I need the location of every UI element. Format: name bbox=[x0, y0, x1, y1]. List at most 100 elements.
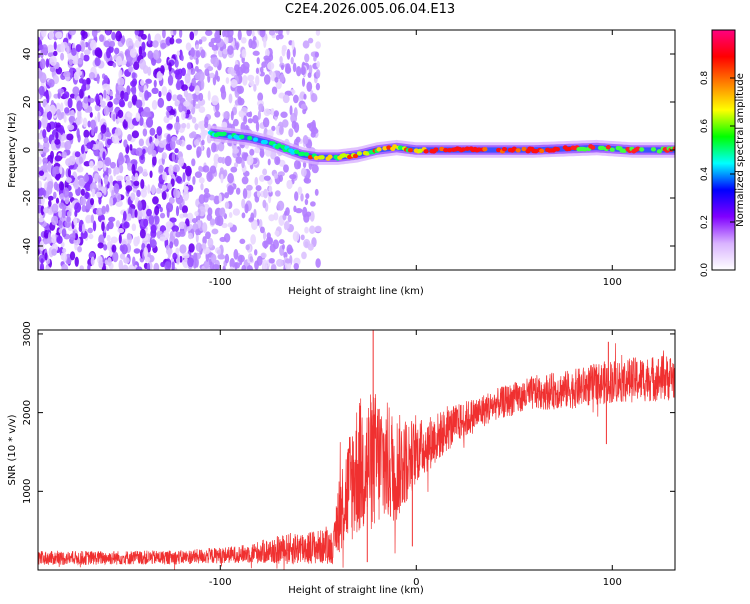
signal-core bbox=[398, 145, 404, 150]
signal-core bbox=[313, 155, 319, 161]
noise-speckle bbox=[81, 223, 86, 234]
noise-speckle bbox=[258, 174, 266, 182]
noise-speckle bbox=[60, 102, 64, 112]
noise-speckle bbox=[186, 144, 192, 151]
noise-speckle bbox=[268, 257, 275, 264]
noise-speckle bbox=[47, 195, 54, 201]
noise-speckle bbox=[114, 47, 120, 55]
noise-speckle bbox=[181, 110, 186, 121]
noise-speckle bbox=[149, 127, 156, 136]
noise-speckle bbox=[94, 173, 100, 182]
noise-speckle bbox=[43, 48, 48, 56]
noise-speckle bbox=[179, 255, 183, 263]
noise-speckle bbox=[138, 138, 144, 147]
noise-speckle bbox=[111, 244, 117, 253]
noise-speckle bbox=[38, 217, 45, 223]
noise-speckle bbox=[289, 105, 293, 116]
noise-speckle bbox=[250, 234, 256, 245]
noise-speckle bbox=[64, 107, 70, 114]
noise-speckle bbox=[56, 235, 63, 244]
noise-speckle bbox=[276, 258, 284, 267]
noise-speckle bbox=[53, 41, 57, 51]
noise-speckle bbox=[171, 152, 176, 162]
noise-speckle bbox=[63, 71, 71, 78]
noise-speckle bbox=[224, 192, 230, 199]
noise-speckle bbox=[270, 71, 276, 82]
signal-core bbox=[294, 149, 300, 155]
noise-speckle bbox=[97, 242, 104, 249]
noise-speckle bbox=[147, 66, 152, 76]
noise-speckle bbox=[253, 208, 257, 219]
noise-speckle bbox=[159, 212, 166, 219]
noise-speckle bbox=[155, 187, 162, 194]
noise-speckle bbox=[186, 226, 191, 232]
noise-speckle bbox=[122, 119, 128, 129]
noise-speckle bbox=[203, 192, 211, 199]
noise-speckle bbox=[210, 57, 216, 65]
noise-speckle bbox=[190, 48, 195, 58]
noise-speckle bbox=[107, 101, 113, 108]
noise-speckle bbox=[286, 48, 291, 60]
noise-speckle bbox=[203, 260, 210, 269]
noise-speckle bbox=[273, 173, 279, 179]
noise-speckle bbox=[254, 146, 261, 154]
noise-speckle bbox=[223, 35, 229, 45]
noise-speckle bbox=[259, 30, 266, 38]
noise-speckle bbox=[249, 148, 255, 156]
noise-speckle bbox=[263, 188, 268, 199]
noise-speckle bbox=[255, 75, 260, 86]
signal-core bbox=[392, 144, 398, 149]
noise-speckle bbox=[174, 72, 183, 80]
noise-speckle bbox=[160, 42, 167, 49]
noise-speckle bbox=[189, 67, 196, 75]
noise-speckle bbox=[63, 114, 67, 123]
signal-core bbox=[621, 148, 627, 154]
spectrogram-x-tick-label: -100 bbox=[209, 277, 232, 288]
noise-speckle bbox=[135, 99, 143, 109]
noise-speckle bbox=[229, 266, 235, 270]
noise-speckle bbox=[229, 257, 235, 269]
noise-speckle bbox=[235, 42, 239, 51]
noise-speckle bbox=[295, 208, 303, 214]
noise-speckle bbox=[266, 236, 273, 245]
noise-speckle bbox=[257, 92, 264, 102]
noise-speckle bbox=[98, 259, 104, 269]
noise-speckle bbox=[172, 252, 178, 260]
noise-speckle bbox=[149, 170, 153, 178]
noise-speckle bbox=[269, 243, 276, 253]
noise-speckle bbox=[147, 184, 151, 194]
noise-speckle bbox=[124, 49, 131, 58]
noise-speckle bbox=[156, 71, 163, 81]
noise-speckle bbox=[198, 177, 205, 184]
signal-core bbox=[417, 148, 423, 154]
noise-speckle bbox=[308, 121, 317, 132]
noise-speckle bbox=[38, 180, 42, 189]
noise-speckle bbox=[211, 95, 219, 106]
noise-speckle bbox=[224, 30, 230, 38]
signal-core bbox=[639, 147, 645, 152]
noise-speckle bbox=[245, 244, 250, 251]
noise-speckle bbox=[143, 246, 149, 258]
noise-speckle bbox=[89, 182, 97, 193]
noise-speckle bbox=[160, 261, 166, 268]
spectrogram-x-tick-label: 100 bbox=[603, 277, 622, 288]
colorbar-tick-label: 0.8 bbox=[700, 71, 710, 86]
noise-speckle bbox=[178, 102, 184, 113]
noise-speckle bbox=[74, 256, 79, 267]
noise-speckle bbox=[205, 30, 213, 37]
noise-speckle bbox=[42, 129, 47, 139]
noise-speckle bbox=[283, 164, 289, 173]
noise-speckle bbox=[193, 261, 197, 269]
noise-speckle bbox=[57, 88, 65, 94]
noise-speckle bbox=[230, 79, 238, 88]
noise-speckle bbox=[83, 54, 90, 62]
noise-speckle bbox=[277, 30, 283, 37]
noise-speckle bbox=[117, 109, 124, 119]
noise-speckle bbox=[286, 244, 293, 255]
noise-speckle bbox=[45, 58, 50, 68]
noise-speckle bbox=[40, 258, 44, 264]
noise-speckle bbox=[98, 196, 102, 205]
noise-speckle bbox=[303, 238, 311, 249]
noise-speckle bbox=[220, 173, 224, 184]
noise-speckle bbox=[211, 142, 217, 153]
